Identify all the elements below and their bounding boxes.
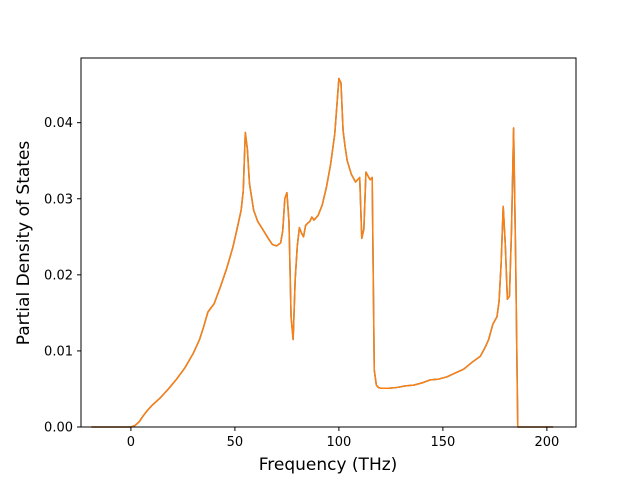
x-tick-label: 150 — [430, 435, 455, 450]
y-tick-label: 0.04 — [44, 116, 73, 131]
plot-area — [91, 77, 554, 428]
x-tick-label: 0 — [127, 435, 135, 450]
y-tick-label: 0.02 — [44, 268, 73, 283]
series-line-2 — [91, 77, 554, 428]
x-axis-label: Frequency (THz) — [259, 455, 398, 475]
y-axis: 0.00 0.01 0.02 0.03 0.04 — [44, 116, 81, 436]
x-tick-label: 200 — [534, 435, 559, 450]
y-tick-label: 0.03 — [44, 192, 73, 207]
y-tick-label: 0.01 — [44, 344, 73, 359]
x-axis: 0 50 100 150 200 — [127, 427, 559, 450]
plot-frame — [80, 57, 577, 428]
x-tick-label: 100 — [326, 435, 351, 450]
y-tick-label: 0.00 — [44, 421, 73, 436]
y-axis-label: Partial Density of States — [14, 141, 34, 346]
x-tick-label: 50 — [227, 435, 244, 450]
